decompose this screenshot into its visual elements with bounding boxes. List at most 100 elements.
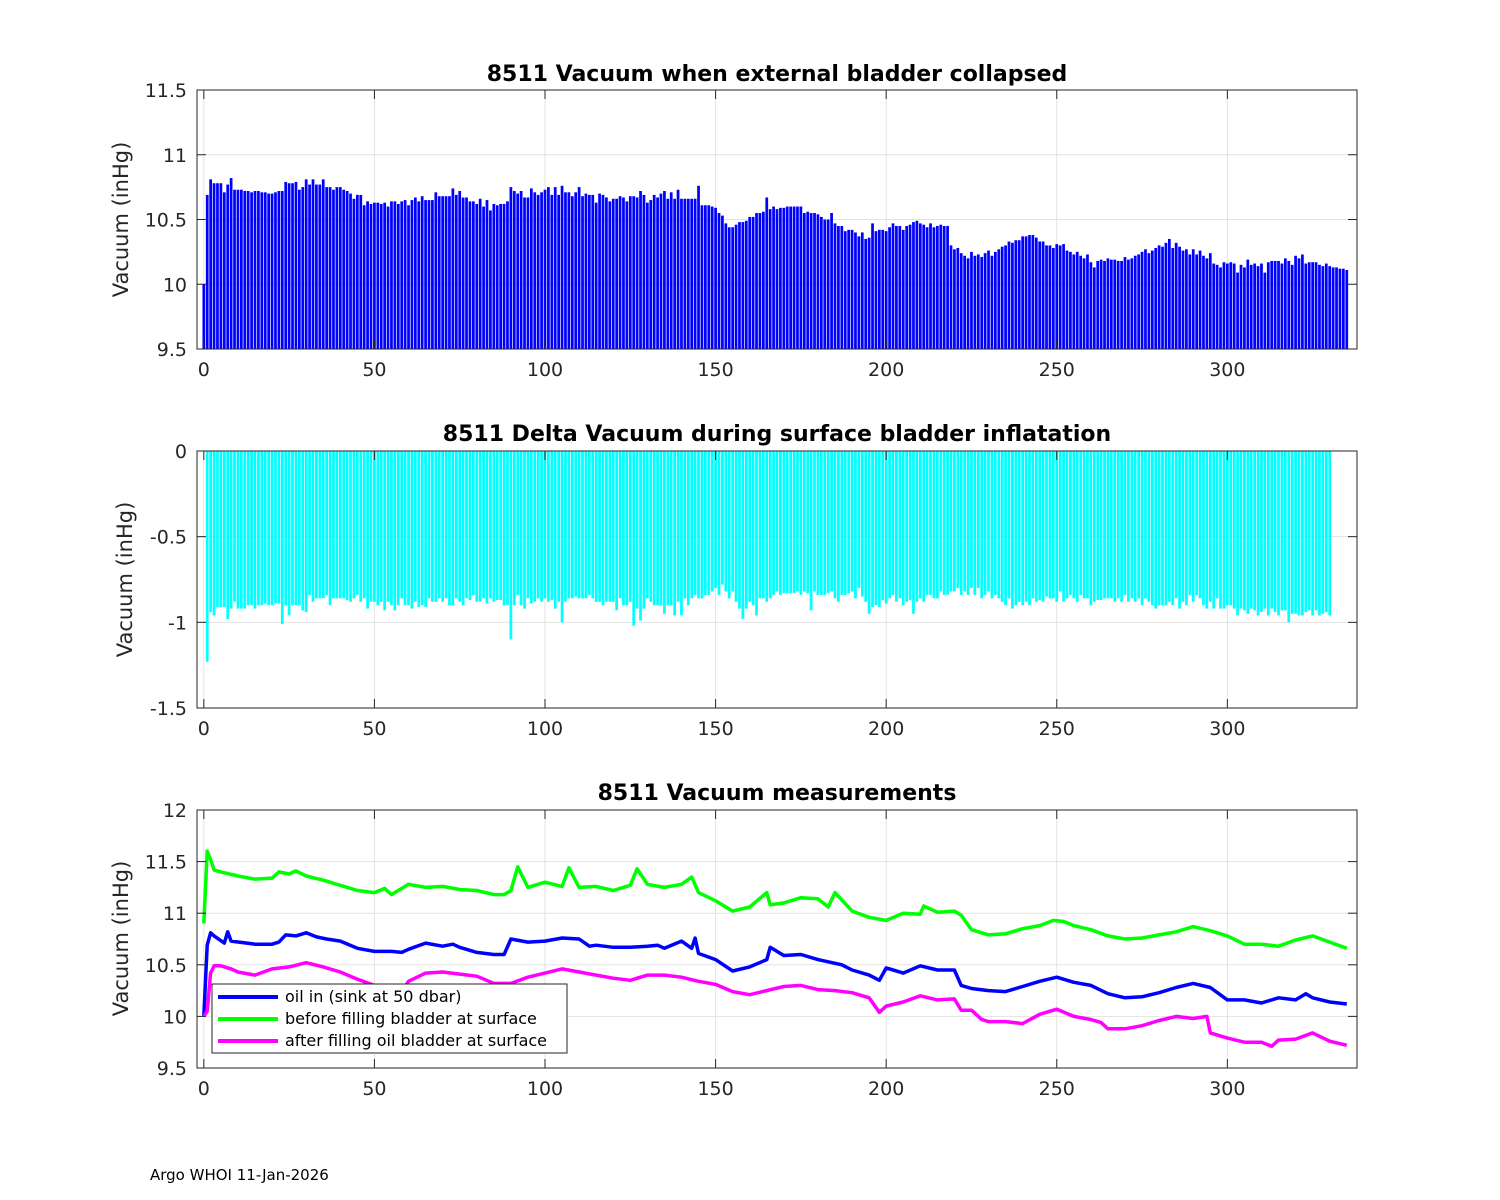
- bar: [222, 192, 226, 349]
- bar: [625, 201, 629, 349]
- bar: [854, 451, 857, 599]
- bar: [1280, 451, 1284, 611]
- bar: [976, 451, 980, 589]
- bar: [1232, 451, 1236, 609]
- bar: [775, 451, 779, 592]
- bar: [717, 213, 721, 349]
- bar: [417, 451, 421, 607]
- bar: [297, 189, 301, 349]
- bar: [1236, 272, 1239, 349]
- bar: [253, 451, 257, 609]
- bar: [768, 451, 772, 599]
- bar: [1260, 451, 1263, 613]
- bar: [246, 451, 250, 606]
- bar: [485, 451, 489, 604]
- bar: [826, 219, 830, 349]
- bar: [400, 451, 404, 599]
- bar: [1249, 264, 1253, 349]
- bar: [489, 210, 492, 349]
- bar: [867, 237, 871, 349]
- bar: [1212, 263, 1216, 349]
- bar: [925, 451, 929, 595]
- bar: [693, 451, 697, 595]
- y-tick-label: 11: [163, 145, 187, 167]
- bar: [461, 197, 465, 349]
- bar: [543, 451, 547, 599]
- bar: [581, 196, 584, 349]
- bar: [396, 451, 400, 606]
- bar: [724, 451, 728, 592]
- bar: [410, 451, 414, 609]
- bar: [830, 213, 833, 349]
- x-tick-label: 150: [697, 359, 733, 381]
- bar: [837, 225, 840, 349]
- bar: [1014, 240, 1018, 349]
- bar: [912, 451, 915, 614]
- bar: [1246, 451, 1250, 614]
- bar: [871, 451, 874, 607]
- x-tick-label: 0: [198, 718, 210, 740]
- bar: [946, 451, 949, 595]
- bar: [1055, 451, 1059, 602]
- bar: [396, 203, 400, 349]
- bar: [738, 451, 741, 609]
- bar: [434, 192, 438, 349]
- bar: [485, 200, 489, 349]
- bar: [516, 451, 520, 595]
- bar: [779, 451, 782, 595]
- bar: [611, 198, 615, 349]
- bar: [710, 206, 714, 349]
- bar: [1205, 258, 1209, 349]
- bar: [1294, 255, 1297, 349]
- bar: [1075, 251, 1079, 349]
- bar: [1222, 262, 1226, 349]
- bar: [1007, 241, 1011, 349]
- bar: [1041, 451, 1045, 602]
- bar: [1335, 267, 1338, 349]
- bar: [420, 451, 424, 606]
- bar: [338, 187, 342, 349]
- bar: [652, 451, 656, 606]
- bar: [1225, 451, 1229, 606]
- bar: [819, 216, 823, 349]
- bar: [369, 203, 373, 349]
- bar: [236, 451, 240, 609]
- bar: [212, 183, 216, 349]
- bar: [1270, 451, 1274, 609]
- bar: [236, 189, 240, 349]
- bar: [905, 225, 909, 349]
- bar: [908, 451, 912, 601]
- bar: [1304, 451, 1308, 613]
- bar: [1297, 258, 1301, 349]
- x-tick-label: 100: [527, 359, 563, 381]
- bar: [502, 451, 506, 606]
- bar: [942, 451, 946, 595]
- bar: [1072, 254, 1076, 349]
- bar: [949, 451, 953, 592]
- bar: [755, 213, 758, 349]
- vacuum-measurements-chart: 8511 Vacuum measurements Vacuum (inHg) 0…: [109, 781, 1358, 1100]
- bar: [813, 451, 816, 592]
- x-tick-label: 250: [1039, 359, 1075, 381]
- bar: [823, 451, 827, 595]
- bar: [697, 451, 700, 599]
- bar: [1171, 451, 1175, 606]
- bar: [584, 193, 588, 349]
- bar: [1116, 260, 1120, 349]
- bar: [915, 220, 919, 349]
- bar: [250, 192, 253, 349]
- bar: [1154, 247, 1158, 349]
- bar: [1202, 451, 1205, 606]
- bar: [1185, 451, 1188, 606]
- bar: [390, 451, 393, 606]
- bar: [601, 194, 605, 349]
- bar: [1065, 451, 1069, 599]
- x-tick-label: 300: [1209, 359, 1245, 381]
- bar: [823, 219, 827, 349]
- bar: [741, 451, 745, 619]
- bar: [386, 206, 390, 349]
- bar: [929, 451, 932, 595]
- bar: [1215, 451, 1219, 599]
- bar: [1089, 262, 1093, 349]
- bar: [1164, 451, 1168, 606]
